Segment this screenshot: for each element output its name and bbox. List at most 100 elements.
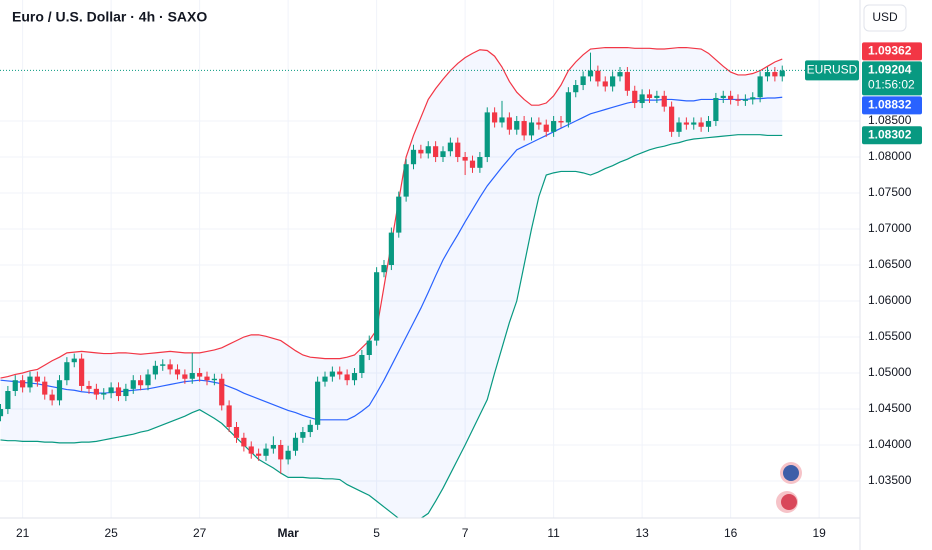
candle-body bbox=[366, 340, 372, 356]
candle-body bbox=[691, 122, 697, 125]
x-tick-label: Mar bbox=[277, 526, 299, 540]
candle-body bbox=[381, 265, 387, 273]
candle-body bbox=[757, 76, 763, 98]
y-tick-label: 1.04500 bbox=[868, 401, 912, 415]
candle-body bbox=[698, 122, 704, 127]
candle-body bbox=[86, 385, 92, 389]
candle-body bbox=[359, 355, 365, 374]
candle-body bbox=[514, 121, 520, 130]
candle-body bbox=[418, 149, 424, 154]
currency-button[interactable] bbox=[863, 4, 907, 32]
candle-body bbox=[632, 90, 638, 104]
candle-body bbox=[123, 388, 129, 397]
candle-body bbox=[108, 387, 114, 394]
candle-body bbox=[337, 371, 343, 375]
candle-body bbox=[388, 232, 394, 266]
candle-body bbox=[506, 117, 512, 130]
candle-body bbox=[565, 92, 571, 123]
y-tick-label: 1.03500 bbox=[868, 473, 912, 487]
candle-body bbox=[71, 358, 77, 363]
candle-body bbox=[115, 387, 122, 397]
y-tick-label: 1.07000 bbox=[868, 221, 912, 235]
currency-label[interactable]: USD bbox=[872, 10, 898, 24]
candle-body bbox=[440, 151, 446, 158]
band-line bbox=[0, 134, 783, 518]
candle-body bbox=[42, 381, 48, 395]
candle-body bbox=[447, 142, 453, 152]
candle-body bbox=[93, 388, 99, 395]
candle-body bbox=[750, 97, 756, 100]
candle-body bbox=[558, 121, 564, 123]
y-tick-label: 1.06000 bbox=[868, 293, 912, 307]
candle-body bbox=[130, 380, 136, 389]
candle-body bbox=[167, 364, 173, 370]
candle-body bbox=[329, 371, 335, 377]
last-price-label: 1.09204 bbox=[868, 63, 912, 77]
band-tag-label: 1.08302 bbox=[868, 127, 912, 141]
candle-body bbox=[425, 146, 431, 154]
candle-body bbox=[241, 437, 247, 447]
axes: 1.03500 1.04000 1.04500 1.05000 1.05500 1.060… bbox=[16, 113, 912, 540]
last-price-tag bbox=[862, 61, 922, 96]
candle-body bbox=[226, 405, 232, 427]
candle-body bbox=[624, 72, 630, 91]
candle-body bbox=[602, 81, 608, 87]
y-tick-label: 1.04000 bbox=[868, 437, 912, 451]
candle-body bbox=[764, 72, 771, 77]
band-tag bbox=[862, 126, 922, 145]
candle-body bbox=[344, 374, 350, 381]
candle-body bbox=[174, 369, 181, 375]
candle-body bbox=[683, 122, 689, 125]
candle-body bbox=[492, 112, 498, 123]
candle-body bbox=[779, 70, 785, 77]
candle-body bbox=[469, 160, 476, 168]
x-tick-label: 16 bbox=[724, 526, 738, 540]
candle-body bbox=[587, 70, 594, 77]
band-line bbox=[0, 96, 783, 421]
candle-body bbox=[248, 446, 254, 454]
eu-flag bbox=[783, 465, 799, 481]
countdown-label: 01:56:02 bbox=[868, 78, 915, 92]
band-fill bbox=[0, 47, 783, 518]
candle-body bbox=[646, 94, 653, 98]
symbol-label: EURUSD bbox=[807, 63, 858, 77]
y-tick-label: 1.07500 bbox=[868, 185, 912, 199]
candle-body bbox=[256, 453, 262, 456]
band-tag bbox=[862, 96, 922, 115]
us-flag bbox=[781, 494, 797, 510]
symbol-tag bbox=[805, 60, 859, 81]
x-tick-label: 21 bbox=[16, 526, 30, 540]
candle-body bbox=[233, 426, 240, 438]
candle-body bbox=[735, 99, 741, 101]
candle-body bbox=[713, 97, 719, 122]
flag-icons bbox=[776, 462, 802, 513]
y-tick-label: 1.08500 bbox=[868, 113, 912, 127]
y-tick-label: 1.06500 bbox=[868, 257, 912, 271]
band-tag bbox=[862, 42, 922, 61]
y-tick-label: 1.05500 bbox=[868, 329, 912, 343]
candle-body bbox=[34, 376, 40, 382]
x-tick-label: 7 bbox=[462, 526, 469, 540]
candle-body bbox=[64, 362, 70, 381]
candle-body bbox=[551, 121, 557, 132]
x-tick-label: 11 bbox=[547, 526, 560, 540]
candle-body bbox=[351, 373, 358, 381]
candle-body bbox=[152, 365, 158, 375]
candle-body bbox=[573, 85, 579, 93]
candle-body bbox=[219, 378, 225, 406]
candle-body bbox=[270, 444, 276, 449]
candle-body bbox=[49, 394, 55, 401]
candle-body bbox=[160, 364, 166, 366]
chart-title: Euro / U.S. Dollar · 4h · SAXO bbox=[12, 9, 207, 25]
candle-body bbox=[263, 448, 269, 456]
candle-body bbox=[0, 409, 4, 417]
candle-body bbox=[499, 117, 505, 123]
candle-body bbox=[728, 95, 734, 100]
candle-body bbox=[315, 381, 321, 425]
candle-body bbox=[639, 94, 645, 104]
candle-body bbox=[462, 157, 468, 161]
candle-body bbox=[536, 122, 542, 125]
candle-body bbox=[300, 432, 306, 438]
